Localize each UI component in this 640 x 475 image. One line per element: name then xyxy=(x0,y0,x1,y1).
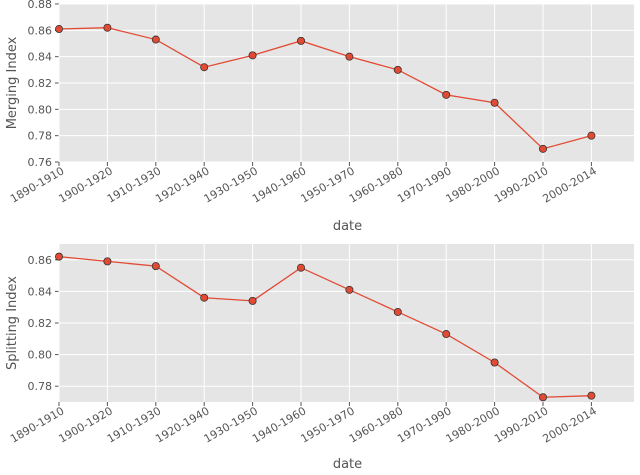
splitting-x-tick-label: 1920-1940 xyxy=(153,404,211,445)
splitting-data-point xyxy=(442,330,451,339)
splitting-data-point xyxy=(345,285,354,294)
splitting-index-panel: 0.780.800.820.840.861890-19101900-192019… xyxy=(5,244,634,472)
merging-y-tick-label: 0.88 xyxy=(28,0,53,11)
merging-y-tick-label: 0.84 xyxy=(28,51,53,64)
merging-data-point xyxy=(55,25,64,34)
merging-x-tick-label: 1970-1990 xyxy=(395,164,453,205)
merging-x-tick-label: 2000-2014 xyxy=(540,164,598,205)
merging-x-tick-label: 1950-1970 xyxy=(298,164,356,205)
splitting-data-point xyxy=(539,393,548,402)
splitting-data-point xyxy=(103,257,112,266)
splitting-x-tick-label: 1950-1970 xyxy=(298,404,356,445)
merging-x-axis-title: date xyxy=(333,219,362,234)
splitting-x-tick-label: 1910-1930 xyxy=(105,404,163,445)
merging-y-tick-label: 0.80 xyxy=(28,103,53,116)
splitting-x-tick-label: 1900-1920 xyxy=(56,404,114,445)
merging-data-point xyxy=(103,23,112,32)
merging-x-tick-label: 1890-1910 xyxy=(8,164,66,205)
splitting-x-tick-label: 1940-1960 xyxy=(250,404,308,445)
splitting-x-tick-label: 1960-1980 xyxy=(347,404,405,445)
merging-data-point xyxy=(393,65,402,74)
splitting-data-point xyxy=(296,263,305,272)
splitting-y-tick-label: 0.78 xyxy=(28,380,53,393)
merging-data-point xyxy=(248,51,257,60)
merging-x-tick-label: 1910-1930 xyxy=(105,164,163,205)
splitting-y-tick-label: 0.86 xyxy=(28,254,53,267)
splitting-y-tick-label: 0.84 xyxy=(28,285,53,298)
merging-data-point xyxy=(345,52,354,61)
merging-x-tick-label: 1940-1960 xyxy=(250,164,308,205)
splitting-x-tick-label: 2000-2014 xyxy=(540,404,598,445)
splitting-x-tick-label: 1990-2010 xyxy=(492,404,550,445)
splitting-data-point xyxy=(151,262,160,271)
merging-y-tick-label: 0.86 xyxy=(28,24,53,37)
merging-y-tick-label: 0.76 xyxy=(28,156,53,169)
splitting-data-point xyxy=(393,307,402,316)
splitting-data-point xyxy=(490,358,499,367)
merging-data-point xyxy=(490,98,499,107)
splitting-x-tick-label: 1890-1910 xyxy=(8,404,66,445)
merging-x-tick-label: 1960-1980 xyxy=(347,164,405,205)
splitting-data-point xyxy=(200,293,209,302)
splitting-series-line xyxy=(58,255,592,398)
splitting-x-axis-title: date xyxy=(333,457,362,471)
merging-index-panel: 0.76 0.78 0.80 0.82 0.84 0.86 0.88 1890-1910190… xyxy=(5,0,634,234)
merging-y-tick-label: 0.78 xyxy=(28,130,53,143)
merging-data-point xyxy=(442,90,451,99)
merging-x-tick-label: 1900-1920 xyxy=(56,164,114,205)
splitting-data-point xyxy=(248,296,257,305)
splitting-x-tick-label: 1970-1990 xyxy=(395,404,453,445)
merging-data-point xyxy=(539,144,548,153)
merging-x-tick-label: 1980-2000 xyxy=(444,164,502,205)
merging-x-tick-label: 1930-1950 xyxy=(202,164,260,205)
merging-x-tick-label: 1990-2010 xyxy=(492,164,550,205)
splitting-y-tick-label: 0.82 xyxy=(28,317,53,330)
splitting-x-tick-label: 1930-1950 xyxy=(202,404,260,445)
splitting-y-axis-title: Splitting Index xyxy=(5,276,20,370)
splitting-data-point xyxy=(55,252,64,261)
splitting-y-tick-label: 0.80 xyxy=(28,349,53,362)
merging-data-point xyxy=(587,131,596,140)
merging-series-line xyxy=(58,27,592,150)
merging-data-point xyxy=(151,35,160,44)
splitting-x-tick-label: 1980-2000 xyxy=(444,404,502,445)
merging-data-point xyxy=(200,63,209,72)
merging-data-point xyxy=(296,36,305,45)
merging-y-axis-title: Merging Index xyxy=(5,36,20,129)
splitting-data-point xyxy=(587,391,596,400)
merging-y-tick-label: 0.82 xyxy=(28,77,53,90)
merging-x-tick-label: 1920-1940 xyxy=(153,164,211,205)
